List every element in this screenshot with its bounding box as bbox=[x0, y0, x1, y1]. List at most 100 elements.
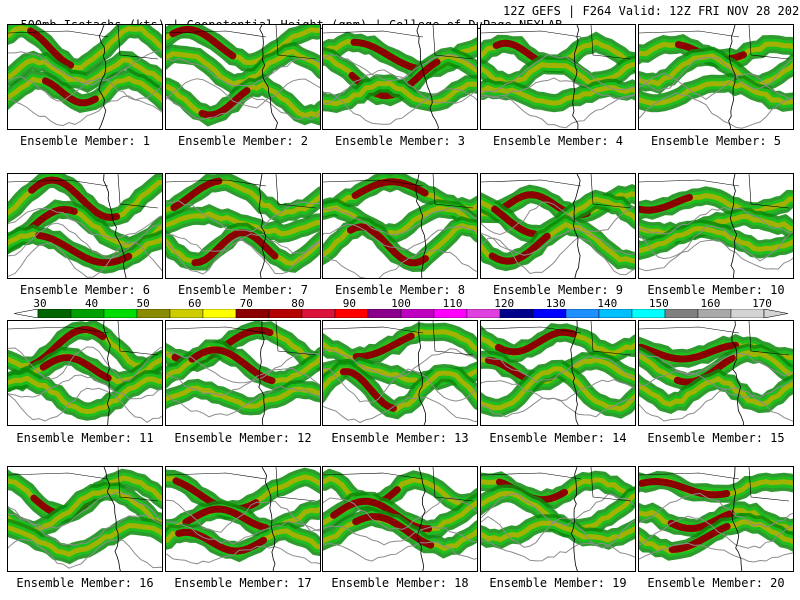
height-contour bbox=[639, 370, 793, 399]
isotach-band bbox=[8, 375, 162, 415]
isotach-band bbox=[639, 79, 793, 106]
coastline bbox=[258, 321, 265, 425]
height-contour bbox=[481, 540, 635, 562]
isotach-band bbox=[481, 520, 635, 543]
coastline bbox=[258, 174, 267, 278]
height-contour bbox=[323, 206, 477, 236]
colorbar-label: 170 bbox=[752, 297, 772, 310]
height-contour bbox=[481, 493, 635, 527]
ensemble-panel-15 bbox=[638, 320, 794, 426]
jet-stream-map bbox=[481, 321, 635, 425]
colorbar-swatch bbox=[400, 309, 435, 318]
jet-core bbox=[488, 232, 551, 265]
ensemble-caption-14: Ensemble Member: 14 bbox=[489, 431, 627, 445]
jet-core bbox=[667, 510, 735, 533]
height-contour bbox=[323, 348, 477, 378]
ensemble-caption-18: Ensemble Member: 18 bbox=[331, 576, 469, 590]
colorbar-label: 40 bbox=[84, 297, 99, 310]
height-contour bbox=[166, 78, 320, 109]
ensemble-caption-16: Ensemble Member: 16 bbox=[16, 576, 154, 590]
ensemble-caption-4: Ensemble Member: 4 bbox=[492, 134, 624, 148]
height-contour bbox=[8, 513, 162, 546]
ensemble-caption-12: Ensemble Member: 12 bbox=[174, 431, 312, 445]
height-contour bbox=[481, 77, 635, 99]
coastline bbox=[572, 25, 580, 129]
height-contour bbox=[8, 95, 162, 127]
jet-stream-map bbox=[481, 25, 635, 129]
coastline bbox=[416, 25, 439, 129]
political-border bbox=[8, 321, 159, 356]
colorbar-label: 100 bbox=[391, 297, 411, 310]
ensemble-caption-20: Ensemble Member: 20 bbox=[647, 576, 785, 590]
coastline bbox=[731, 467, 743, 571]
height-contour bbox=[8, 491, 162, 530]
colorbar-swatch bbox=[532, 309, 567, 318]
jet-stream-map bbox=[323, 467, 477, 571]
ensemble-panel-17 bbox=[165, 466, 321, 572]
colorbar-right-arrow bbox=[763, 309, 788, 318]
ensemble-panel-14 bbox=[480, 320, 636, 426]
height-contour bbox=[323, 396, 477, 424]
jet-stream-map bbox=[8, 467, 162, 571]
colorbar-label: 130 bbox=[545, 297, 566, 310]
height-contour bbox=[323, 541, 477, 562]
colorbar-swatch bbox=[565, 309, 600, 318]
jet-stream-map bbox=[639, 467, 793, 571]
ensemble-caption-19: Ensemble Member: 19 bbox=[489, 576, 627, 590]
ensemble-panel-8 bbox=[322, 173, 478, 279]
jet-stream-map bbox=[639, 321, 793, 425]
height-contour bbox=[639, 206, 793, 235]
political-border bbox=[323, 25, 474, 60]
jet-core bbox=[491, 205, 539, 238]
height-contour bbox=[8, 50, 162, 86]
colorbar-label: 50 bbox=[136, 297, 150, 310]
jet-stream-map bbox=[8, 25, 162, 129]
jet-core bbox=[39, 354, 112, 382]
height-contour bbox=[166, 351, 320, 384]
height-contour bbox=[323, 248, 477, 278]
ensemble-panel-11 bbox=[7, 320, 163, 426]
political-border bbox=[639, 321, 790, 356]
isotach-band bbox=[166, 48, 320, 87]
political-border bbox=[8, 467, 159, 502]
colorbar-swatch bbox=[268, 309, 303, 318]
colorbar-swatch bbox=[499, 309, 534, 318]
height-contour bbox=[8, 76, 162, 102]
ensemble-caption-11: Ensemble Member: 11 bbox=[16, 431, 154, 445]
jet-core bbox=[347, 223, 429, 267]
ensemble-panel-10 bbox=[638, 173, 794, 279]
jet-core bbox=[169, 25, 237, 60]
ensemble-panel-4 bbox=[480, 24, 636, 130]
height-contour bbox=[639, 225, 793, 262]
political-border bbox=[323, 467, 474, 502]
colorbar-label: 30 bbox=[33, 297, 47, 310]
jet-core bbox=[494, 328, 577, 356]
jet-core bbox=[639, 193, 693, 214]
height-contour bbox=[166, 96, 320, 121]
political-border bbox=[8, 25, 159, 60]
colorbar-swatch bbox=[136, 309, 171, 318]
jet-core bbox=[27, 27, 75, 69]
height-contour bbox=[639, 92, 793, 129]
colorbar-label: 140 bbox=[597, 297, 618, 310]
isotach-band bbox=[639, 225, 793, 254]
colorbar-swatch bbox=[235, 309, 270, 318]
political-border bbox=[481, 174, 632, 209]
jet-core bbox=[191, 229, 279, 267]
ensemble-panel-7 bbox=[165, 173, 321, 279]
ensemble-panel-13 bbox=[322, 320, 478, 426]
ensemble-panel-9 bbox=[480, 173, 636, 279]
height-contour bbox=[8, 538, 162, 569]
height-contour bbox=[8, 241, 162, 278]
height-contour bbox=[639, 386, 793, 422]
height-contour bbox=[166, 236, 320, 275]
height-contour bbox=[481, 397, 635, 418]
height-contour bbox=[8, 374, 162, 400]
coastline bbox=[570, 321, 579, 425]
coastline bbox=[259, 25, 278, 129]
jet-core bbox=[198, 87, 251, 119]
isotach-band bbox=[639, 375, 793, 407]
coastline bbox=[415, 174, 427, 278]
ensemble-panel-20 bbox=[638, 466, 794, 572]
colorbar-swatch bbox=[664, 309, 699, 318]
